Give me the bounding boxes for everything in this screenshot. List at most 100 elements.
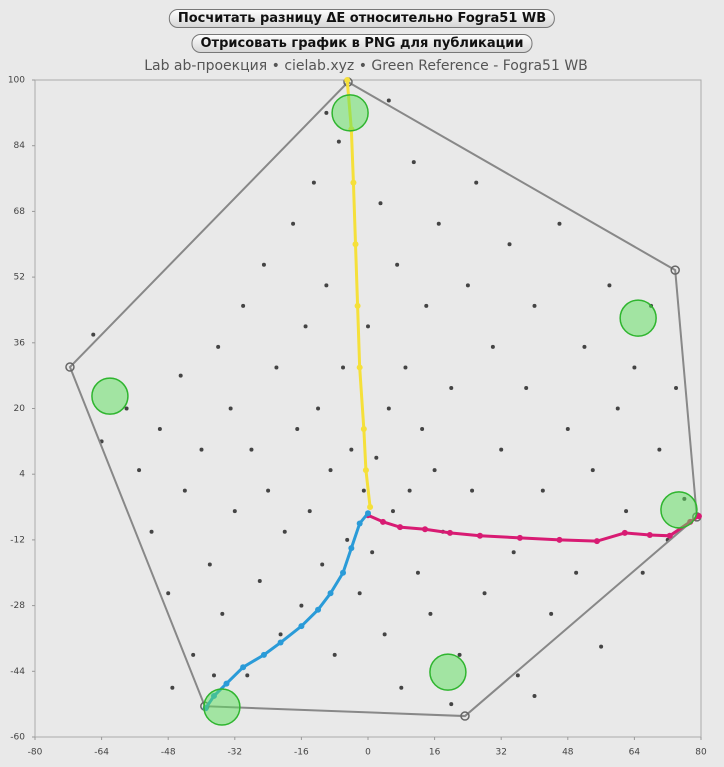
y-tick-label: 52 [14, 273, 25, 283]
point [332, 652, 337, 657]
point [574, 570, 579, 575]
curve-point [298, 623, 305, 630]
point [324, 110, 329, 115]
point [282, 529, 287, 534]
button[interactable]: Отрисовать график в PNG для публикации [191, 34, 533, 53]
x-tick-label: -80 [28, 748, 43, 758]
point [366, 324, 370, 329]
curve-point [315, 606, 322, 613]
point [599, 644, 604, 649]
curve-point [356, 364, 363, 371]
point [399, 685, 404, 690]
point [266, 488, 271, 493]
y-tick-label: 4 [19, 470, 25, 480]
point [220, 611, 225, 616]
point [382, 632, 387, 637]
point [515, 673, 520, 678]
vertex [460, 711, 470, 721]
point [532, 303, 537, 308]
y-tick-label: 84 [14, 141, 26, 151]
point [357, 591, 362, 596]
curve-point [476, 532, 483, 539]
point [157, 427, 162, 432]
point [657, 447, 662, 452]
point [507, 242, 512, 247]
point [424, 303, 429, 308]
point [170, 685, 175, 690]
point [249, 447, 254, 452]
point [345, 537, 350, 542]
curve-point [646, 531, 653, 538]
point [124, 406, 129, 411]
curve-point [344, 77, 351, 83]
point [674, 385, 679, 390]
point [191, 652, 196, 657]
point [395, 262, 400, 267]
y-tick-label: 36 [14, 338, 26, 348]
y-tick-label: -28 [10, 601, 25, 611]
x-tick-label: 80 [695, 748, 707, 758]
curve-point [365, 510, 371, 517]
reference-point [429, 653, 467, 691]
curve-point [277, 639, 284, 646]
point [374, 455, 379, 460]
point [436, 221, 441, 226]
curve-point [556, 536, 563, 543]
point [303, 324, 308, 329]
point [211, 673, 216, 678]
point [499, 447, 504, 452]
reference-point [331, 94, 369, 132]
point [324, 283, 329, 288]
curve-point [223, 680, 230, 687]
button[interactable]: Посчитать разницу ΔE относительно Fogra5… [168, 9, 556, 28]
y-tick-label: -44 [10, 667, 25, 677]
point [320, 562, 325, 567]
point [465, 283, 470, 288]
x-tick-label: -16 [294, 748, 309, 758]
point [449, 702, 454, 707]
y-tick-label: 68 [14, 207, 26, 217]
point [257, 578, 262, 583]
y-tick-label: 100 [8, 76, 25, 86]
point [241, 303, 246, 308]
point [532, 693, 537, 698]
point [615, 406, 620, 411]
point [565, 427, 570, 432]
point [420, 427, 425, 432]
curve-point [447, 529, 454, 536]
x-tick-label: -48 [161, 748, 176, 758]
point [607, 283, 612, 288]
point [415, 570, 420, 575]
curve-point [354, 302, 361, 309]
point [540, 488, 545, 493]
point [624, 509, 629, 514]
x-tick-label: 0 [365, 748, 371, 758]
point [403, 365, 408, 370]
chart-title: Lab ab-проекция • cielab.xyz • Green Ref… [144, 58, 588, 74]
x-tick-label: -64 [94, 748, 109, 758]
y-tick-label: 20 [14, 404, 26, 414]
point [261, 262, 266, 267]
point [307, 509, 312, 514]
reference-point [91, 377, 129, 415]
x-tick-label: 64 [629, 748, 641, 758]
vertex [670, 265, 680, 275]
point [232, 509, 237, 514]
point [378, 201, 383, 206]
point [341, 365, 346, 370]
point [278, 632, 283, 637]
point [390, 509, 395, 514]
point [482, 591, 487, 596]
point [590, 468, 595, 473]
point [299, 603, 304, 608]
point [407, 488, 412, 493]
point [557, 221, 562, 226]
point [199, 447, 204, 452]
point [91, 332, 96, 337]
curve-point [379, 518, 386, 525]
point [182, 488, 187, 493]
point [228, 406, 233, 411]
point [470, 488, 475, 493]
